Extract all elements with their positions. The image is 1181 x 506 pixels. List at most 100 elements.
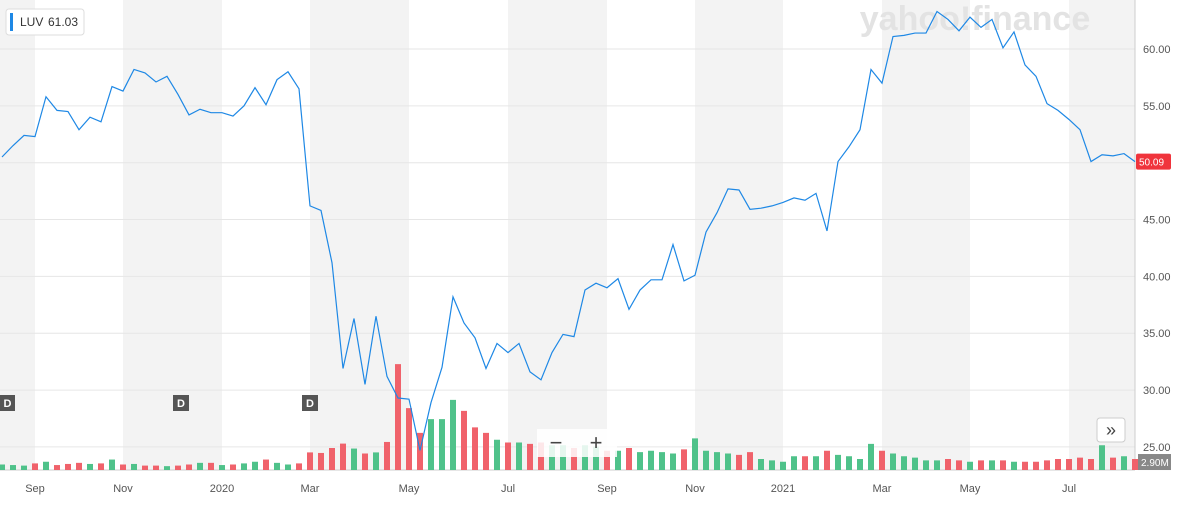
volume-bar [780,461,786,470]
volume-bar [1110,457,1116,470]
volume-bar [692,438,698,470]
volume-bar [21,465,27,470]
scroll-button[interactable] [1096,417,1126,443]
volume-bar [791,456,797,470]
volume-bar [362,453,368,470]
volume-bar [175,465,181,470]
volume-bar [835,454,841,470]
volume-bar [923,460,929,470]
volume-bar [560,445,566,470]
volume-bar [98,463,104,470]
x-tick-label: Mar [873,483,892,495]
volume-bar [769,460,775,470]
volume-bar [10,465,16,470]
volume-bar [747,452,753,470]
x-tick-label: Sep [597,483,617,495]
volume-bar [1000,460,1006,470]
volume-tick-label: 2.90M [1141,458,1169,469]
volume-bar [1033,461,1039,470]
volume-bar [197,462,203,470]
volume-bar [813,456,819,470]
volume-bar [1011,461,1017,470]
volume-bar [461,410,467,470]
y-tick-label: 55.00 [1143,101,1171,113]
volume-bar [252,461,258,470]
volume-bar [516,442,522,470]
volume-bar [582,445,588,470]
volume-bar [208,462,214,470]
volume-bar [241,463,247,470]
volume-bar [725,453,731,470]
volume-bar [681,449,687,470]
volume-bar [846,456,852,470]
volume-bar [505,442,511,470]
volume-bar [901,456,907,470]
volume-bar [219,465,225,470]
volume-bar [164,466,170,470]
y-tick-label: 25.00 [1143,442,1171,454]
volume-bar [626,448,632,470]
x-tick-label: May [399,483,420,495]
volume-tag [1138,454,1171,471]
last-price-tag [1136,153,1171,170]
dividend-marker: D [177,398,185,410]
volume-bar [670,453,676,470]
x-tick-label: May [960,483,981,495]
volume-bar [1132,459,1138,470]
volume-bar [615,450,621,470]
y-tick-label: 30.00 [1143,385,1171,397]
volume-bar [912,457,918,470]
volume-bar [978,460,984,470]
month-band [695,0,783,470]
volume-bar [76,462,82,470]
volume-bar [186,464,192,470]
dividend-marker: D [306,398,314,410]
last-price-label: 50.09 [1139,158,1164,169]
y-tick-label: 40.00 [1143,271,1171,283]
volume-bar [879,450,885,470]
volume-bar [0,464,5,470]
y-tick-label: 45.00 [1143,215,1171,227]
volume-bar [1066,459,1072,470]
volume-bar [285,464,291,470]
x-tick-label: Jul [501,483,515,495]
volume-bar [373,452,379,470]
zoom-controls: − + » [537,417,1126,457]
x-tick-label: Nov [685,483,705,495]
dividend-box [173,395,189,411]
legend-name: LUV [20,15,43,29]
zoom-out[interactable]: − [550,430,563,455]
month-band [1069,0,1135,470]
volume-bar [714,452,720,470]
volume-bar [1088,459,1094,470]
volume-bar [571,448,577,470]
volume-bar [758,459,764,470]
volume-bar [890,453,896,470]
volume-bar [802,456,808,470]
volume-bar [703,450,709,470]
volume-bar [318,452,324,470]
volume-bar [131,463,137,470]
zoom-in[interactable]: + [590,430,603,455]
dividends: D D D [0,395,318,411]
volume-bar [593,446,599,470]
volume-bar [857,459,863,470]
volume-bar [351,448,357,470]
volume-bar [1099,445,1105,470]
volume-bar [87,463,93,470]
legend-box [5,8,85,36]
volume-bar [428,419,434,470]
price-line [1,10,1136,451]
x-tick-label: Nov [113,483,133,495]
volume-bar [395,364,401,470]
volume-bar [263,459,269,470]
month-band [310,0,409,470]
x-tick-label: Mar [301,483,320,495]
scroll-end[interactable]: » [1106,420,1116,440]
month-band [0,0,35,470]
volume-bar [472,427,478,470]
month-band [123,0,222,470]
volume-bar [307,452,313,470]
volume-bar [384,441,390,470]
